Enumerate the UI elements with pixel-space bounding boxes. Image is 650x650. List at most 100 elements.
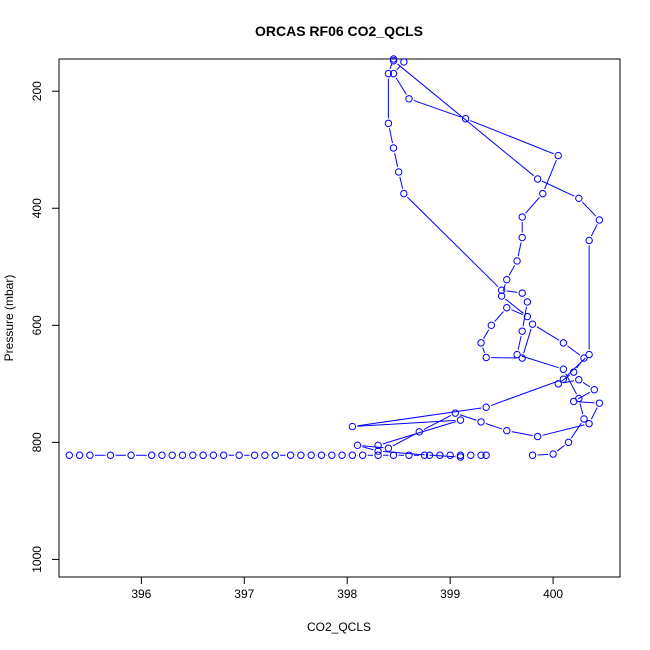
- data-point: [595, 216, 604, 224]
- data-point: [348, 422, 357, 431]
- data-point: [477, 451, 485, 459]
- data-point: [389, 144, 398, 152]
- plot-frame: [58, 58, 621, 578]
- data-point: [358, 451, 367, 459]
- series-line-segment: [423, 414, 452, 430]
- data-point: [580, 354, 588, 362]
- data-point: [158, 451, 166, 459]
- data-point: [559, 375, 568, 383]
- x-axis: 396 397 398 399 400: [131, 576, 563, 601]
- series: [384, 55, 588, 459]
- data-point: [518, 213, 526, 221]
- data-point: [178, 451, 187, 459]
- data-point: [528, 320, 537, 328]
- data-point: [147, 451, 156, 459]
- series-line-segment: [395, 77, 407, 95]
- data-point: [235, 451, 243, 459]
- y-tick-label: 400: [30, 198, 44, 218]
- data-point: [518, 233, 526, 242]
- series-line-segment: [485, 423, 503, 430]
- data-point: [503, 304, 511, 312]
- series-line-segment: [541, 180, 575, 197]
- series-line-segment: [523, 328, 532, 354]
- data-point: [127, 451, 135, 459]
- data-point: [559, 365, 568, 373]
- series-line-segment: [382, 421, 456, 445]
- data-point: [503, 426, 511, 435]
- series-line-segment: [582, 382, 591, 388]
- data-point: [65, 451, 73, 459]
- data-point: [436, 451, 444, 459]
- data-point: [467, 451, 475, 459]
- data-point: [477, 339, 485, 347]
- data-point: [199, 451, 207, 459]
- data-point: [461, 115, 470, 123]
- series-line-segment: [389, 63, 393, 70]
- data-point: [585, 350, 593, 359]
- data-point: [456, 416, 465, 424]
- data-point: [374, 447, 382, 455]
- data-point: [549, 450, 557, 458]
- series-line-segment: [525, 197, 540, 214]
- series-line-segment: [392, 433, 416, 447]
- series-line-segment: [399, 176, 404, 189]
- data-point: [374, 451, 382, 459]
- series-line-segment: [511, 309, 523, 316]
- x-tick-label: 398: [337, 587, 357, 601]
- series-line-segment: [522, 306, 527, 327]
- data-point: [590, 386, 598, 394]
- series-line-segment: [505, 298, 524, 314]
- y-tick-label: 600: [30, 315, 44, 335]
- data-point: [595, 399, 604, 407]
- data-point: [384, 444, 393, 452]
- series-line-segment: [581, 201, 597, 217]
- data-point: [518, 327, 526, 335]
- data-point: [86, 451, 94, 459]
- data-point: [420, 451, 429, 459]
- data-point: [523, 312, 532, 321]
- data-point: [518, 289, 526, 297]
- data-point: [405, 95, 413, 103]
- data-point: [106, 451, 115, 459]
- chart-title: ORCAS RF06 CO2_QCLS: [255, 23, 423, 39]
- data-point: [559, 339, 568, 347]
- data-point: [451, 409, 460, 417]
- x-tick-label: 397: [234, 587, 254, 601]
- series-line-segment: [357, 419, 456, 427]
- data-point: [575, 376, 583, 384]
- data-point: [261, 451, 269, 459]
- series-line-segment: [517, 242, 522, 257]
- data-point: [348, 451, 357, 459]
- data-point: [518, 354, 526, 362]
- series-line-segment: [494, 311, 504, 322]
- series-line-segment: [517, 335, 522, 350]
- series-line-segment: [434, 455, 456, 458]
- y-axis-label: Pressure (mbar): [2, 275, 16, 362]
- series-line-segment: [577, 391, 591, 400]
- x-tick-label: 396: [131, 587, 151, 601]
- y-tick-label: 200: [30, 81, 44, 101]
- series: [348, 57, 604, 450]
- data-point: [585, 419, 593, 428]
- data-point: [564, 438, 573, 447]
- data-point: [456, 451, 465, 459]
- series-line-segment: [565, 373, 577, 395]
- data-point: [446, 451, 454, 459]
- series-line-segment: [556, 445, 565, 452]
- data-point: [575, 194, 583, 203]
- series-line-segment: [483, 329, 490, 339]
- series-line-segment: [579, 403, 584, 415]
- data-point: [189, 451, 197, 459]
- data-point: [374, 441, 382, 450]
- data-point: [482, 403, 490, 411]
- data-point: [585, 236, 593, 245]
- data-point: [487, 321, 496, 330]
- data-point: [389, 57, 398, 65]
- series-line-segment: [394, 152, 399, 168]
- data-point: [513, 350, 521, 359]
- series-line-segment: [537, 453, 549, 456]
- series-line-segment: [362, 445, 384, 449]
- series-line-segment: [578, 401, 595, 404]
- plot-series: [65, 55, 604, 461]
- series-line-segment: [383, 451, 425, 456]
